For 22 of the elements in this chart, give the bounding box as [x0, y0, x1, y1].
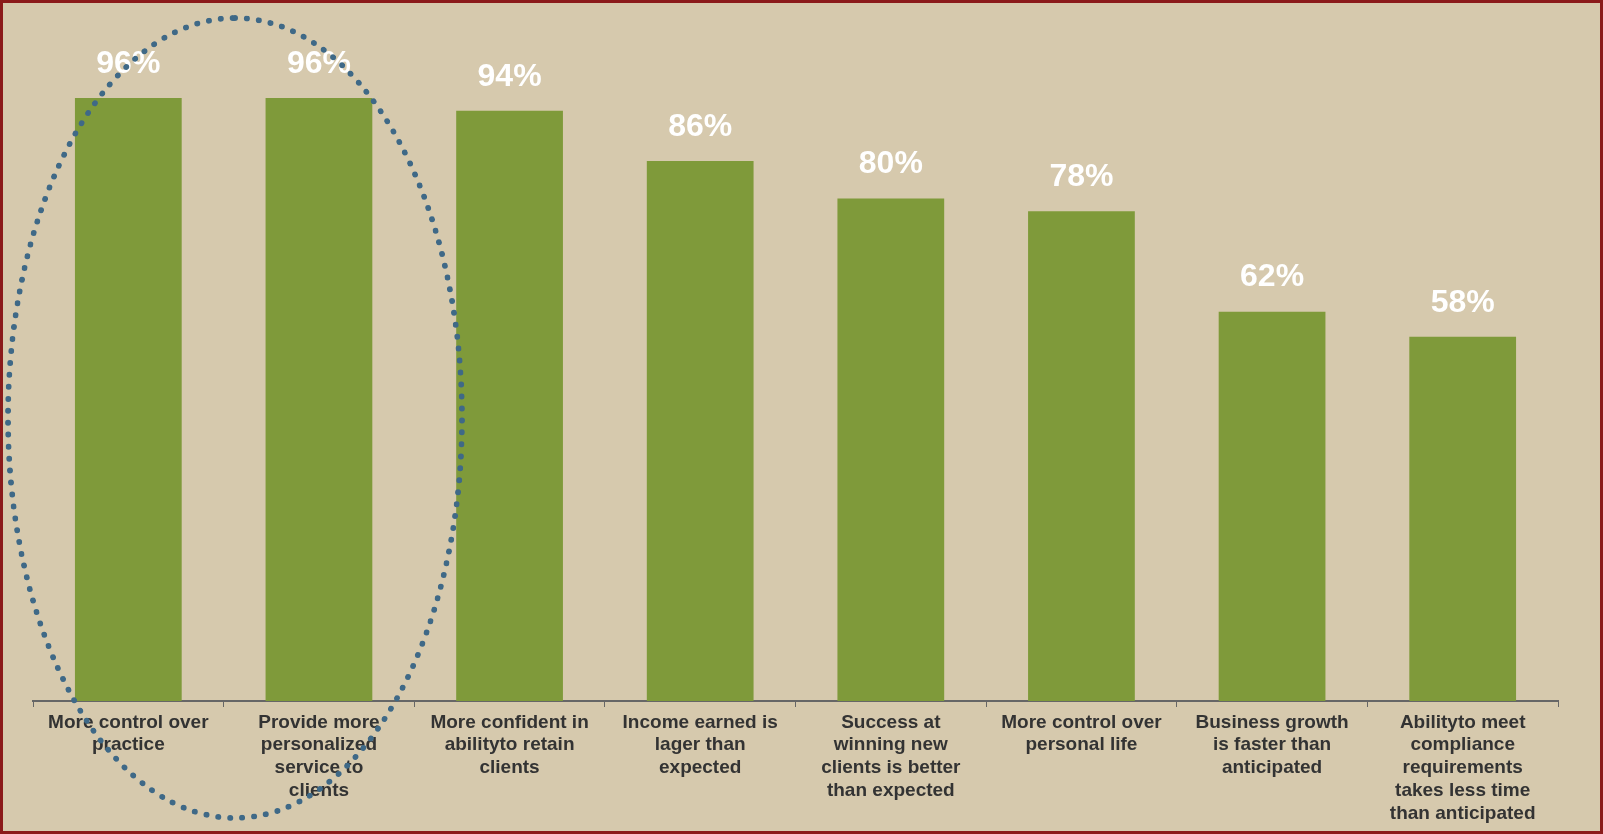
- x-tick-label: Business growth is faster than anticipated: [1195, 710, 1349, 778]
- data-label: 86%: [668, 106, 733, 143]
- x-tick-label: More confident in abilityto retain clients: [430, 710, 589, 778]
- data-label: 96%: [96, 43, 161, 80]
- bar: [1218, 311, 1326, 701]
- x-tick-label: Abilityto meet compliance requirements takes less time than anticipated: [1389, 710, 1536, 823]
- data-label: 62%: [1240, 257, 1305, 294]
- data-label: 58%: [1430, 282, 1495, 319]
- bar: [646, 160, 754, 701]
- data-label: 96%: [286, 43, 351, 80]
- bar: [1028, 211, 1135, 701]
- bar: [456, 110, 563, 701]
- bar: [837, 198, 945, 701]
- x-tick-label: More control over personal life: [1001, 710, 1163, 755]
- x-tick-label: Income earned is lager than expected: [622, 710, 778, 778]
- bar: [1409, 336, 1517, 701]
- bar: [74, 98, 182, 701]
- data-label: 94%: [477, 56, 542, 93]
- bar: [265, 98, 373, 701]
- data-label: 78%: [1049, 156, 1114, 193]
- x-tick-label: Success at winning new clients is better than expected: [821, 710, 962, 801]
- data-label: 80%: [858, 144, 923, 181]
